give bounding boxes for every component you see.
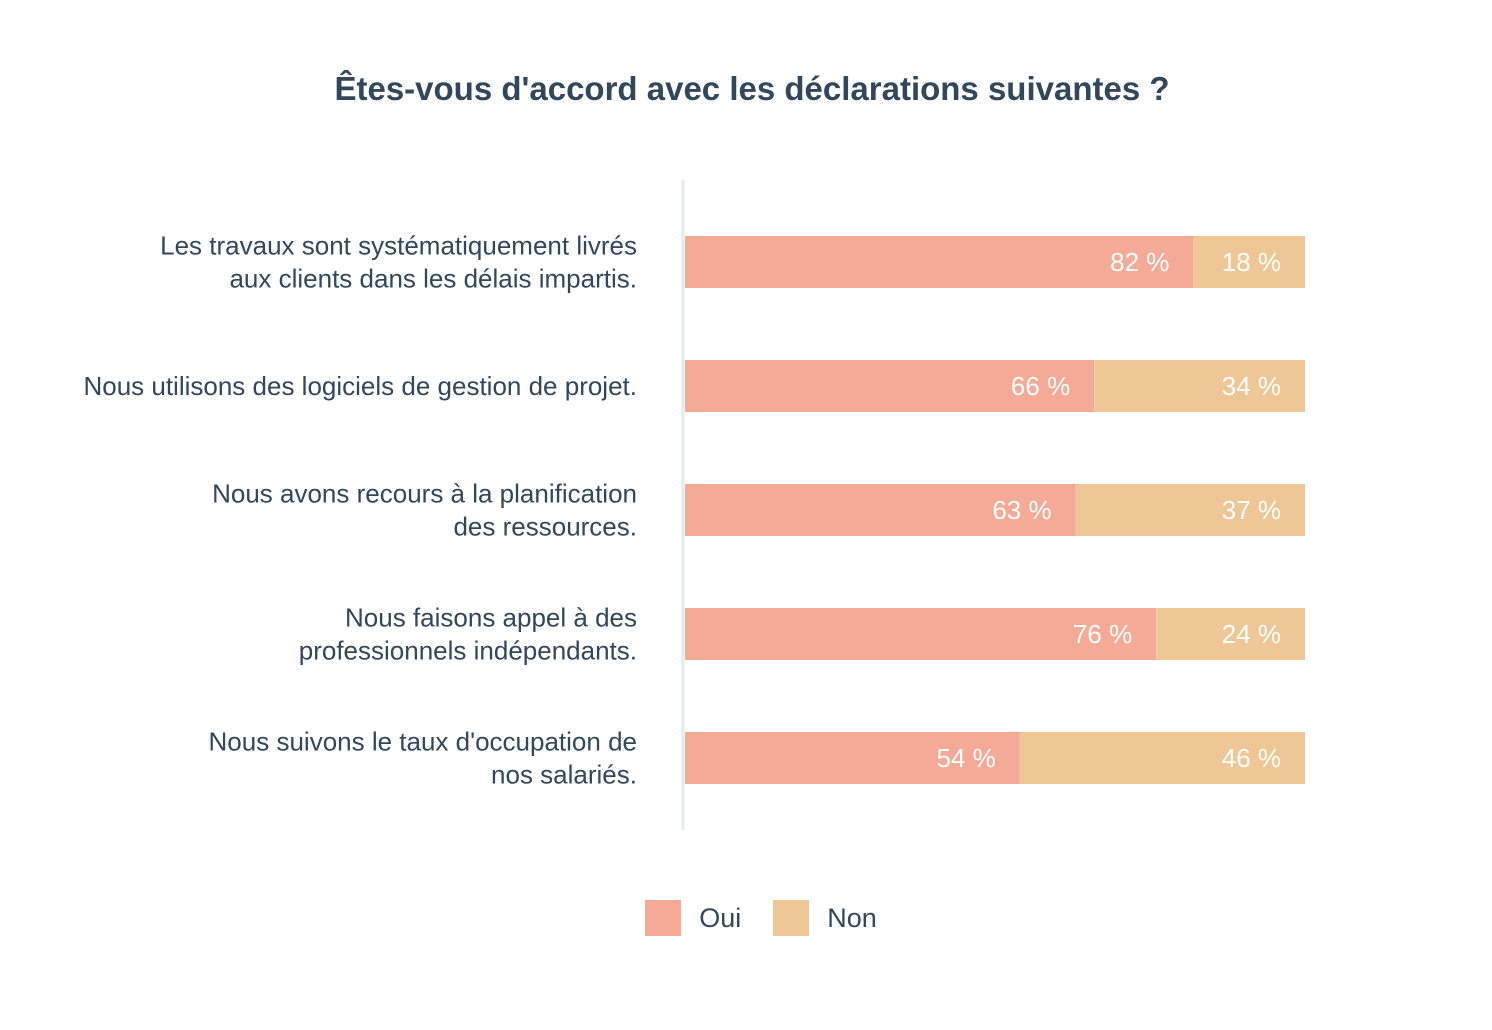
category-label-line: aux clients dans les délais impartis.	[229, 264, 637, 294]
legend-swatch-oui	[645, 900, 682, 936]
bar-oui[interactable]	[685, 732, 1020, 784]
bar-non[interactable]	[1156, 608, 1305, 660]
chart-title: Êtes-vous d'accord avec les déclarations…	[334, 70, 1170, 107]
chart-legend: Oui Non	[0, 900, 1492, 936]
category-label: Les travaux sont systématiquement livrés…	[160, 231, 637, 294]
data-label-non: 24 %	[1222, 619, 1281, 649]
bar-oui[interactable]	[685, 236, 1194, 288]
legend-swatch-non	[773, 900, 810, 936]
legend-item-non[interactable]: Non	[773, 900, 877, 936]
data-label-non: 37 %	[1222, 495, 1281, 525]
category-label-line: Les travaux sont systématiquement livrés	[160, 231, 637, 261]
category-label-line: nos salariés.	[491, 760, 637, 790]
bar-non[interactable]	[1019, 732, 1305, 784]
category-label: Nous avons recours à la planification des…	[212, 479, 637, 542]
category-label-line: professionnels indépendants.	[299, 636, 637, 666]
bar-oui[interactable]	[685, 484, 1076, 536]
data-label-oui: 82 %	[1110, 247, 1169, 277]
data-label-non: 18 %	[1222, 247, 1281, 277]
data-label-oui: 63 %	[992, 495, 1051, 525]
category-label-line: Nous faisons appel à des	[345, 603, 637, 633]
data-label-non: 34 %	[1222, 371, 1281, 401]
category-label: Nous faisons appel à des professionnels i…	[299, 603, 637, 666]
bar-oui[interactable]	[685, 360, 1095, 412]
data-label-oui: 54 %	[937, 743, 996, 773]
data-label-oui: 76 %	[1073, 619, 1132, 649]
legend-label-oui: Oui	[699, 902, 742, 933]
legend-label-non: Non	[827, 902, 877, 933]
category-label-line: Nous avons recours à la planification	[212, 479, 637, 509]
data-label-non: 46 %	[1222, 743, 1281, 773]
category-label: Nous suivons le taux d'occupation de nos …	[209, 727, 637, 790]
category-label-line: des ressources.	[453, 512, 637, 542]
legend-item-oui[interactable]: Oui	[645, 900, 741, 936]
bar-non[interactable]	[1075, 484, 1305, 536]
category-label-line: Nous utilisons des logiciels de gestion …	[83, 371, 637, 401]
bar-non[interactable]	[1094, 360, 1305, 412]
data-label-oui: 66 %	[1011, 371, 1070, 401]
bar-oui[interactable]	[685, 608, 1157, 660]
category-label-line: Nous suivons le taux d'occupation de	[209, 727, 637, 757]
bar-non[interactable]	[1193, 236, 1305, 288]
category-label: Nous utilisons des logiciels de gestion …	[83, 371, 637, 401]
